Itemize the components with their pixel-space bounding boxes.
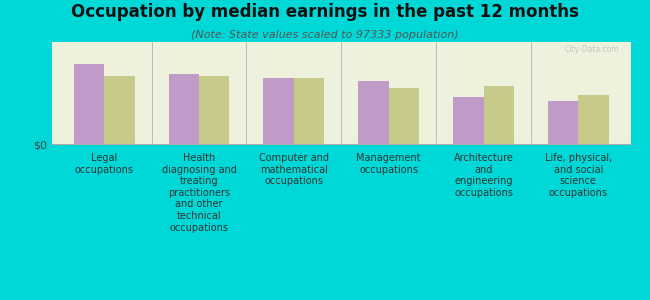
Bar [294, 78, 324, 144]
Bar [263, 78, 294, 144]
Bar [484, 86, 514, 144]
Text: Health
diagnosing and
treating
practitioners
and other
technical
occupations: Health diagnosing and treating practitio… [162, 153, 237, 232]
Text: Life, physical,
and social
science
occupations: Life, physical, and social science occup… [545, 153, 612, 198]
Bar [199, 76, 229, 144]
Text: Legal
occupations: Legal occupations [75, 153, 134, 175]
Text: Computer and
mathematical
occupations: Computer and mathematical occupations [259, 153, 329, 186]
Bar [358, 81, 389, 144]
Text: (Note: State values scaled to 97333 population): (Note: State values scaled to 97333 popu… [191, 30, 459, 40]
Bar [104, 76, 135, 144]
Text: City-Data.com: City-Data.com [564, 45, 619, 54]
Bar [548, 101, 578, 144]
Bar [453, 98, 484, 144]
Text: Architecture
and
engineering
occupations: Architecture and engineering occupations [454, 153, 514, 198]
Text: Occupation by median earnings in the past 12 months: Occupation by median earnings in the pas… [71, 3, 579, 21]
Bar [74, 64, 104, 144]
Bar [389, 88, 419, 144]
Text: Management
occupations: Management occupations [356, 153, 421, 175]
Bar [168, 74, 199, 144]
Bar [578, 95, 608, 144]
